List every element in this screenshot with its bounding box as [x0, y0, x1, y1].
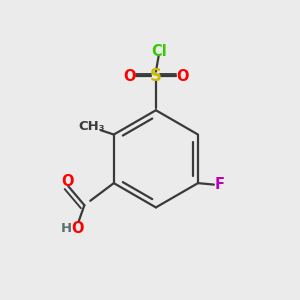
Text: O: O [61, 174, 74, 189]
Text: S: S [150, 68, 162, 85]
Text: CH₃: CH₃ [79, 120, 105, 133]
Text: O: O [176, 69, 189, 84]
Text: F: F [214, 177, 224, 192]
Text: H: H [61, 222, 72, 235]
Text: O: O [123, 69, 136, 84]
Text: O: O [72, 221, 84, 236]
Text: Cl: Cl [151, 44, 167, 59]
